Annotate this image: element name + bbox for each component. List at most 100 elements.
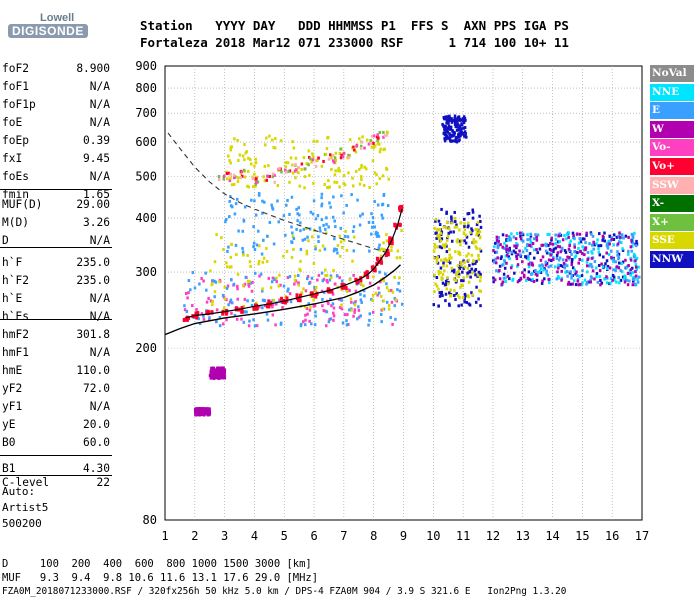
echo-point [438,245,442,249]
param-name: B0 [2,436,16,449]
echo-point [460,263,463,267]
echo-point [385,239,389,243]
echo-point [599,278,602,282]
echo-point [434,219,437,223]
echo-point [532,237,536,241]
upper-trace-point [300,162,304,166]
echo-point [338,276,341,280]
echo-point [307,149,310,153]
param-value: 60.0 [83,436,110,449]
echo-point [586,257,590,261]
echo-point [478,279,482,283]
echo-point [457,126,460,130]
echo-point [291,234,295,238]
echo-point [247,284,251,288]
echo-point [436,255,439,259]
echo-point [222,247,225,251]
echo-point [460,239,463,243]
upper-trace-point [265,178,269,182]
echo-point [245,310,248,314]
echo-point [216,372,219,376]
echo-point [472,259,475,263]
echo-point [590,265,594,269]
upper-trace-point [322,159,325,163]
echo-point [629,256,632,260]
echo-point [623,277,626,281]
param-name: fxI [2,152,23,165]
echo-point [319,229,322,233]
echo-point [357,305,360,309]
echo-point [436,234,439,238]
echo-point [266,318,270,322]
echo-point [330,304,333,308]
echo-point [462,126,466,130]
echo-point [474,228,478,232]
echo-point [365,167,368,171]
echo-point [444,124,447,128]
echo-point [555,256,559,260]
echo-point [616,242,620,246]
echo-point [574,254,578,258]
echo-point [581,237,585,241]
echo-point [507,248,510,252]
echo-point [304,318,307,322]
echo-point [475,246,479,250]
echo-point [573,268,576,272]
echo-point [320,202,324,206]
echo-point [302,320,305,324]
echo-point [574,283,578,287]
echo-point [333,180,336,184]
echo-point [236,272,240,276]
echo-point [447,282,450,286]
param-name: C-level [2,476,50,489]
echo-point [309,210,313,214]
param-row: foEp 0.39 [2,132,110,150]
upper-trace-point [375,135,379,139]
echo-point [202,317,206,321]
echo-point [457,304,460,308]
echo-point [468,263,471,267]
echo-point [471,293,475,297]
legend-item: NNE [650,83,694,101]
echo-point [285,203,288,207]
echo-point [323,247,327,251]
echo-point [214,371,218,375]
x-tick-label: 11 [456,529,470,543]
echo-point [252,241,256,245]
echo-point [535,238,539,242]
echo-point [263,164,267,168]
echo-point [241,154,245,158]
file-info-row: FZA0M_2018071233000.RSF / 320fx256h 50 k… [2,586,567,597]
echo-point [352,273,355,277]
echo-point [348,308,351,312]
echo-point [524,255,527,259]
echo-point [376,293,379,297]
echo-point [521,233,525,237]
echo-point [215,369,219,373]
echo-point [548,247,552,251]
echo-point [575,274,579,278]
echo-point [321,244,325,248]
echo-point [303,323,307,327]
echo-point [559,250,563,254]
echo-point [578,257,581,261]
echo-point [293,282,296,286]
echo-point [479,275,482,279]
echo-point [363,165,366,169]
echo-point [560,276,564,280]
echo-point [357,315,361,319]
echo-point [515,254,518,258]
echo-point [385,286,389,290]
echo-point [456,264,460,268]
echo-point [236,180,240,184]
main-trace-point [375,256,379,261]
echo-point [222,370,225,374]
echo-point [453,289,456,293]
echo-point [273,146,277,150]
echo-point [327,320,331,324]
echo-point [396,249,400,253]
echo-point [624,258,627,262]
param-name: B1 [2,462,16,475]
echo-point [580,274,584,278]
echo-point [443,137,447,141]
